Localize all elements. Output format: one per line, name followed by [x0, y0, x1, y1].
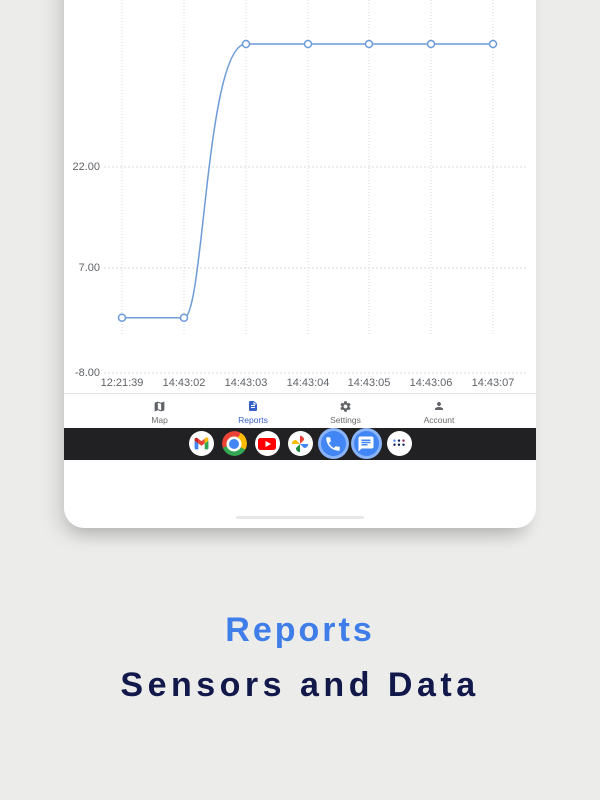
svg-text:14:43:03: 14:43:03 — [225, 377, 268, 389]
svg-text:22.00: 22.00 — [72, 161, 100, 173]
svg-text:-8.00: -8.00 — [75, 367, 100, 379]
svg-text:14:43:07: 14:43:07 — [472, 377, 515, 389]
svg-text:14:43:04: 14:43:04 — [287, 377, 330, 389]
svg-text:12:21:39: 12:21:39 — [101, 377, 144, 389]
svg-text:7.00: 7.00 — [79, 262, 100, 274]
svg-text:14:43:06: 14:43:06 — [410, 377, 453, 389]
svg-text:14:43:02: 14:43:02 — [163, 377, 206, 389]
svg-text:14:43:05: 14:43:05 — [348, 377, 391, 389]
